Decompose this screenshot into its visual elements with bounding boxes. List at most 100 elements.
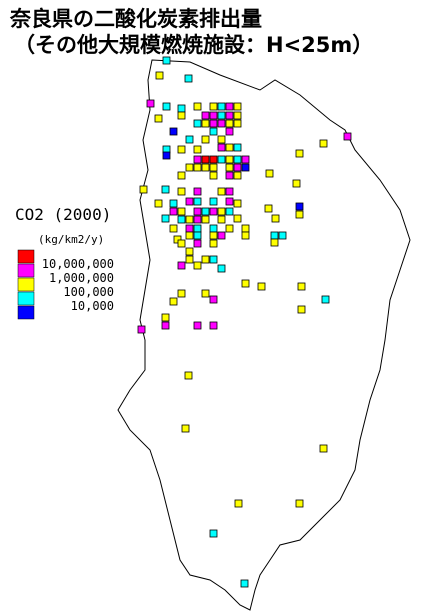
grid-cell (209, 224, 218, 233)
grid-cell (193, 102, 202, 111)
grid-cell (209, 295, 218, 304)
grid-cell (209, 163, 218, 172)
grid-cell (177, 187, 186, 196)
grid-cell (146, 99, 155, 108)
grid-cell (319, 444, 328, 453)
grid-cell (292, 179, 301, 188)
grid-cell (193, 119, 202, 128)
grid-cell (209, 255, 218, 264)
grid-cell (139, 185, 148, 194)
grid-cell (193, 321, 202, 330)
legend-label: 100,000 (63, 285, 114, 299)
grid-cell (321, 295, 330, 304)
grid-cell (217, 143, 226, 152)
grid-cell (193, 215, 202, 224)
legend-unit: (kg/km2/y) (38, 233, 104, 246)
grid-cell (201, 111, 210, 120)
legend-swatch (17, 305, 35, 320)
grid-cell (209, 231, 218, 240)
grid-cell (278, 231, 287, 240)
grid-cell (295, 202, 304, 211)
grid-cell (209, 197, 218, 206)
grid-cell (225, 224, 234, 233)
grid-cell (185, 255, 194, 264)
grid-cell (201, 215, 210, 224)
grid-cell (233, 143, 242, 152)
grid-cell (184, 74, 193, 83)
grid-cell (162, 151, 171, 160)
grid-cell (161, 313, 170, 322)
grid-cell (185, 197, 194, 206)
grid-cell (225, 102, 234, 111)
grid-cell (201, 155, 210, 164)
grid-cell (193, 187, 202, 196)
grid-cell (233, 102, 242, 111)
grid-cell (271, 214, 280, 223)
grid-cell (185, 215, 194, 224)
grid-cell (240, 579, 249, 588)
grid-cell (225, 143, 234, 152)
grid-cell (185, 224, 194, 233)
grid-cell (185, 163, 194, 172)
grid-cell (177, 215, 186, 224)
grid-cell (177, 261, 186, 270)
legend-swatch (17, 291, 35, 306)
grid-cell (181, 424, 190, 433)
grid-cell (154, 199, 163, 208)
grid-cell (193, 163, 202, 172)
grid-cell (201, 135, 210, 144)
grid-cell (233, 111, 242, 120)
grid-cell (161, 214, 170, 223)
grid-cell (225, 119, 234, 128)
grid-cell (217, 119, 226, 128)
grid-cell (193, 261, 202, 270)
grid-cell (162, 56, 171, 65)
grid-cell (217, 135, 226, 144)
grid-cell (225, 163, 234, 172)
grid-cell (201, 119, 210, 128)
grid-cell (297, 305, 306, 314)
grid-cell (201, 255, 210, 264)
grid-cell (155, 71, 164, 80)
grid-cell (225, 155, 234, 164)
grid-cell (177, 111, 186, 120)
grid-cell (225, 111, 234, 120)
grid-cell (225, 127, 234, 136)
grid-cell (225, 171, 234, 180)
grid-cell (193, 145, 202, 154)
legend-title: CO2 (2000) (15, 205, 111, 224)
legend-label: 10,000,000 (42, 257, 114, 271)
grid-cell (270, 231, 279, 240)
grid-cell (177, 207, 186, 216)
grid-cell (233, 214, 242, 223)
grid-cell (185, 135, 194, 144)
legend-label: 10,000 (71, 299, 114, 313)
grid-cell (264, 204, 273, 213)
title-line: 奈良県の二酸化炭素排出量 (9, 7, 262, 31)
prefecture-outline (117, 59, 411, 611)
grid-cell (225, 207, 234, 216)
grid-cell (217, 264, 226, 273)
grid-cell (225, 197, 234, 206)
grid-cell (209, 155, 218, 164)
grid-cell (209, 239, 218, 248)
grid-cell (177, 104, 186, 113)
grid-cell (233, 199, 242, 208)
grid-cell (161, 321, 170, 330)
legend-swatch (17, 263, 35, 278)
grid-cell (297, 282, 306, 291)
grid-cell (184, 371, 193, 380)
grid-cell (177, 289, 186, 298)
grid-cell (217, 102, 226, 111)
grid-cell (173, 235, 182, 244)
grid-cell (217, 207, 226, 216)
grid-cell (209, 127, 218, 136)
grid-cell (217, 187, 226, 196)
grid-cell (295, 499, 304, 508)
grid-cell (217, 215, 226, 224)
grid-cell (209, 321, 218, 330)
grid-cell (295, 210, 304, 219)
grid-cell (209, 207, 218, 216)
grid-cell (319, 139, 328, 148)
